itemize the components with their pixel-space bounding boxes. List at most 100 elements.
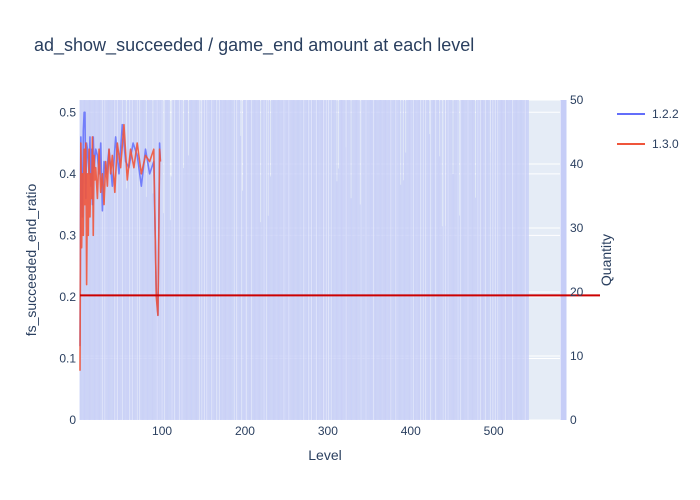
quantity-bar (96, 100, 97, 420)
quantity-bar (441, 100, 442, 420)
quantity-bar (111, 100, 113, 420)
quantity-bar (256, 100, 257, 420)
quantity-bar (358, 100, 360, 420)
quantity-bar (164, 100, 166, 420)
quantity-bar (189, 100, 190, 420)
quantity-bar (282, 100, 284, 420)
quantity-bar (324, 100, 326, 420)
quantity-bar (454, 100, 456, 420)
quantity-bar (489, 100, 490, 420)
quantity-bar (398, 100, 400, 420)
quantity-bar (279, 100, 281, 420)
quantity-bar (261, 100, 262, 420)
quantity-bar (255, 100, 257, 420)
quantity-bar (256, 100, 258, 420)
legend-item-1-2-2[interactable]: 1.2.2 (617, 107, 679, 121)
y2-axis-ticks: 0 10 20 30 40 50 (570, 93, 584, 427)
quantity-bar (214, 100, 216, 420)
quantity-bar (397, 100, 399, 420)
quantity-bar (374, 100, 376, 420)
quantity-bar (271, 100, 273, 420)
quantity-bar (316, 100, 318, 420)
quantity-bar (453, 100, 455, 420)
quantity-bar (367, 100, 369, 420)
quantity-bar (220, 100, 222, 420)
quantity-bar (133, 100, 135, 420)
quantity-bar (275, 100, 276, 420)
quantity-bar (258, 100, 260, 420)
quantity-bar (327, 100, 329, 420)
quantity-bar (501, 100, 503, 420)
quantity-bar (196, 100, 198, 420)
quantity-bar (483, 100, 485, 420)
quantity-bar (336, 181, 338, 420)
y-tick-label: 0.2 (59, 290, 76, 304)
quantity-bar (148, 100, 150, 420)
legend: 1.2.2 1.3.0 (617, 107, 679, 151)
quantity-bar (298, 100, 300, 420)
quantity-bar (197, 100, 199, 420)
quantity-bar (322, 100, 324, 420)
quantity-bar (516, 100, 518, 420)
x-tick-label: 500 (484, 424, 504, 438)
quantity-bar (98, 100, 100, 420)
quantity-bar (320, 100, 322, 420)
legend-item-1-3-0[interactable]: 1.3.0 (617, 137, 679, 151)
quantity-bar (192, 100, 194, 420)
quantity-bar (487, 100, 489, 420)
quantity-bar (204, 100, 206, 420)
quantity-bar (141, 100, 143, 420)
quantity-bar (404, 100, 406, 420)
quantity-bar (419, 100, 421, 420)
quantity-bar (432, 100, 434, 420)
quantity-bar (377, 100, 378, 420)
quantity-bar (167, 100, 169, 420)
quantity-bar (332, 100, 334, 420)
quantity-bar (198, 100, 199, 420)
quantity-bar (247, 100, 249, 420)
quantity-bar (478, 100, 480, 420)
x-axis-ticks: 100 200 300 400 500 (152, 424, 504, 438)
quantity-bar (185, 100, 187, 420)
quantity-bar (357, 100, 359, 420)
quantity-bar (407, 100, 408, 420)
quantity-bar (259, 100, 261, 420)
quantity-bar (305, 100, 306, 420)
quantity-bar (170, 176, 172, 420)
quantity-bar (227, 100, 228, 420)
quantity-bar (493, 100, 495, 420)
quantity-bar (511, 100, 513, 420)
quantity-bar (514, 100, 516, 420)
quantity-bar (82, 100, 84, 420)
quantity-bar (225, 100, 227, 420)
quantity-bar (318, 100, 320, 420)
quantity-bar (302, 100, 304, 420)
quantity-bar (391, 100, 393, 420)
quantity-bar (393, 100, 395, 420)
quantity-bar (101, 100, 102, 420)
quantity-bar (470, 100, 471, 420)
quantity-bar (234, 100, 236, 420)
quantity-bar (304, 100, 306, 420)
quantity-bar (210, 100, 212, 420)
quantity-bar (202, 100, 204, 420)
quantity-bar (186, 100, 188, 420)
quantity-bar (93, 100, 95, 420)
quantity-bar (411, 100, 412, 420)
quantity-bar (208, 100, 209, 420)
quantity-bar (286, 100, 288, 420)
quantity-bar (110, 100, 112, 420)
quantity-bar (519, 100, 521, 420)
y2-tick-label: 50 (570, 93, 584, 107)
quantity-bar (356, 100, 358, 420)
quantity-bar (270, 176, 272, 420)
quantity-bar (146, 100, 148, 420)
quantity-bar (111, 100, 112, 420)
quantity-bar (402, 180, 404, 420)
quantity-bar (465, 100, 466, 420)
quantity-bar (126, 100, 128, 420)
quantity-bar (461, 100, 463, 420)
quantity-bar (513, 100, 514, 420)
quantity-bar (116, 100, 117, 420)
